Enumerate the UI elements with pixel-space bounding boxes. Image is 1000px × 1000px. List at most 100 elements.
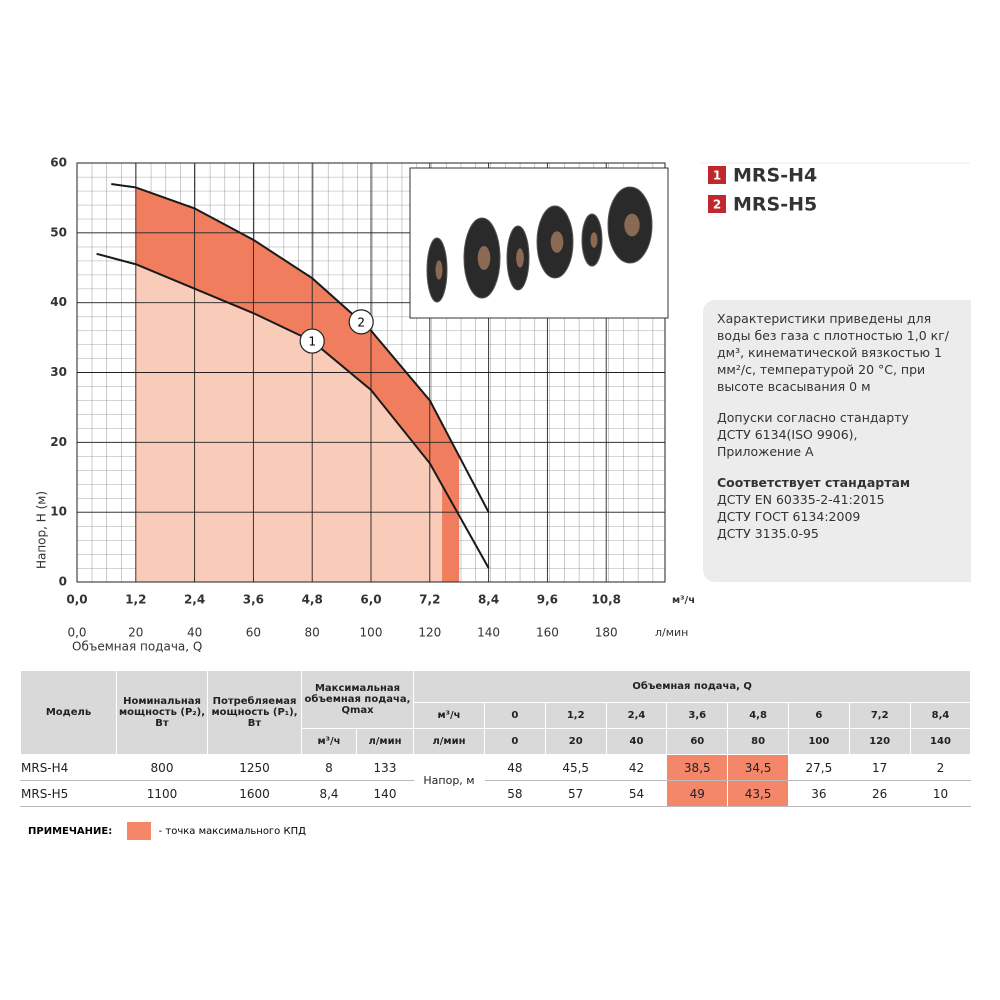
header-cell: Максимальная объемная подача, Qmax (301, 670, 414, 729)
header-cell: 3,6 (666, 702, 729, 729)
cell: 140 (356, 780, 414, 807)
header-cell: 2,4 (605, 702, 668, 729)
legend-number: 2 (713, 198, 721, 212)
x-tick-label: 2,4 (184, 593, 205, 607)
cell: 1600 (207, 780, 302, 807)
cell: 10 (909, 780, 972, 807)
light-area (135, 264, 443, 582)
x-tick-label: 6,0 (360, 593, 381, 607)
spec-table: Модель Номинальная мощность (P₂), Вт Потре… (20, 670, 972, 807)
cell: 8,4 (301, 780, 357, 807)
header-cell: 6 (787, 702, 850, 729)
impeller-hub (550, 231, 564, 253)
cell: 38,5 (666, 754, 729, 781)
legend-swatch (708, 195, 726, 213)
x2-tick-label: 180 (595, 626, 618, 640)
info-box: Характеристики приведены для воды без га… (703, 300, 971, 582)
x2-tick-label: 100 (360, 626, 383, 640)
header-cell: 7,2 (848, 702, 911, 729)
cell: 1250 (207, 754, 302, 781)
standards: Соответствует стандартам ДСТУ EN 60335-2-… (717, 474, 957, 542)
x-tick-label: 0,0 (66, 593, 87, 607)
header-cell: л/мин (356, 728, 414, 755)
impeller-hub (624, 213, 640, 237)
cell: 8 (301, 754, 357, 781)
curve-marker (299, 328, 325, 354)
y-tick-label: 10 (50, 505, 67, 519)
cell: 36 (787, 780, 850, 807)
table-row: м³/ч 0 1,2 2,4 3,6 4,8 6 7,2 8,4 (21, 702, 972, 729)
header-cell: л/мин (413, 728, 485, 755)
legend-swatch (708, 166, 726, 184)
note-swatch (127, 822, 152, 840)
x-tick-label: 3,6 (243, 593, 264, 607)
tolerance-line: Допуски согласно стандарту (717, 410, 909, 425)
y-tick-label: 20 (50, 435, 67, 449)
y-tick-label: 60 (50, 156, 67, 170)
x2-tick-label: 60 (246, 626, 261, 640)
note-text: - точка максимального КПД (158, 826, 306, 837)
header-cell: 8,4 (909, 702, 972, 729)
standard: ДСТУ ГОСТ 6134:2009 (717, 509, 861, 524)
operating-area (135, 187, 460, 583)
x-tick-label: 1,2 (125, 593, 146, 607)
plot-frame (76, 162, 666, 583)
x-tick-label: 7,2 (419, 593, 440, 607)
note-label: ПРИМЕЧАНИЕ: (28, 826, 113, 837)
curve (96, 252, 490, 569)
cell: MRS-H4 (20, 754, 117, 781)
x-tick-label: 9,6 (537, 593, 558, 607)
cell: 2 (909, 754, 972, 781)
header-cell: 80 (727, 728, 789, 755)
header-cell: 20 (544, 728, 607, 755)
x-tick-label: 10,8 (591, 593, 621, 607)
cell: 57 (544, 780, 607, 807)
header-cell: 4,8 (727, 702, 789, 729)
x-unit: м³/ч (672, 595, 695, 606)
cell: 43,5 (727, 780, 789, 807)
x-tick-label: 4,8 (302, 593, 323, 607)
header-cell: м³/ч (301, 728, 357, 755)
cell: 45,5 (544, 754, 607, 781)
header-cell: 120 (848, 728, 911, 755)
cell: 800 (116, 754, 208, 781)
x2-tick-label: 160 (536, 626, 559, 640)
table-row: MRS-H5 1100 1600 8,4 140 58 57 54 49 43,5 36 26 10 (20, 780, 972, 807)
impeller-hub (516, 248, 524, 268)
cell: 1100 (116, 780, 208, 807)
cell: 133 (356, 754, 414, 781)
header-cell: Модель (20, 670, 117, 755)
cell: 49 (666, 780, 729, 807)
table-row: Модель Номинальная мощность (P₂), Вт Потре… (20, 670, 972, 755)
x2-tick-label: 20 (128, 626, 143, 640)
x2-tick-label: 140 (477, 626, 500, 640)
note: ПРИМЕЧАНИЕ: - точка максимального КПД (28, 822, 306, 840)
header-cell: 40 (605, 728, 668, 755)
header-cell: Номинальная мощность (P₂), Вт (116, 670, 208, 755)
legend-label: MRS-H5 (733, 194, 817, 216)
header-cell: 100 (787, 728, 850, 755)
cell: 48 (484, 754, 546, 781)
impeller-hub (435, 260, 443, 280)
x2-unit: л/мин (655, 626, 688, 639)
cell: 26 (848, 780, 911, 807)
cell: 17 (848, 754, 911, 781)
x2-tick-label: 80 (305, 626, 320, 640)
curve-marker-label: 2 (357, 315, 365, 329)
cell: 27,5 (787, 754, 850, 781)
curve-marker (348, 309, 374, 335)
standard: ДСТУ 3135.0-95 (717, 526, 819, 541)
y-tick-label: 50 (50, 225, 67, 239)
header-cell: Потребляемая мощность (P₁), Вт (207, 670, 302, 755)
legend-label: MRS-H4 (733, 165, 817, 187)
tolerance: Допуски согласно стандарту ДСТУ 6134(ISO … (717, 409, 957, 460)
chart: 0 10 20 30 40 50 60 0,0 1,2 2,4 3,6 4,8 6,0 7,2 8,4 9,6… (35, 156, 970, 654)
standard: ДСТУ EN 60335-2-41:2015 (717, 492, 885, 507)
cell: MRS-H5 (20, 780, 117, 807)
x-label: Объемная подача, Q (72, 640, 202, 654)
header-cell: 1,2 (544, 702, 607, 729)
tolerance-line: Приложение А (717, 444, 814, 459)
y-label: Напор, H (м) (35, 491, 49, 569)
header-cell: 0 (484, 702, 546, 729)
